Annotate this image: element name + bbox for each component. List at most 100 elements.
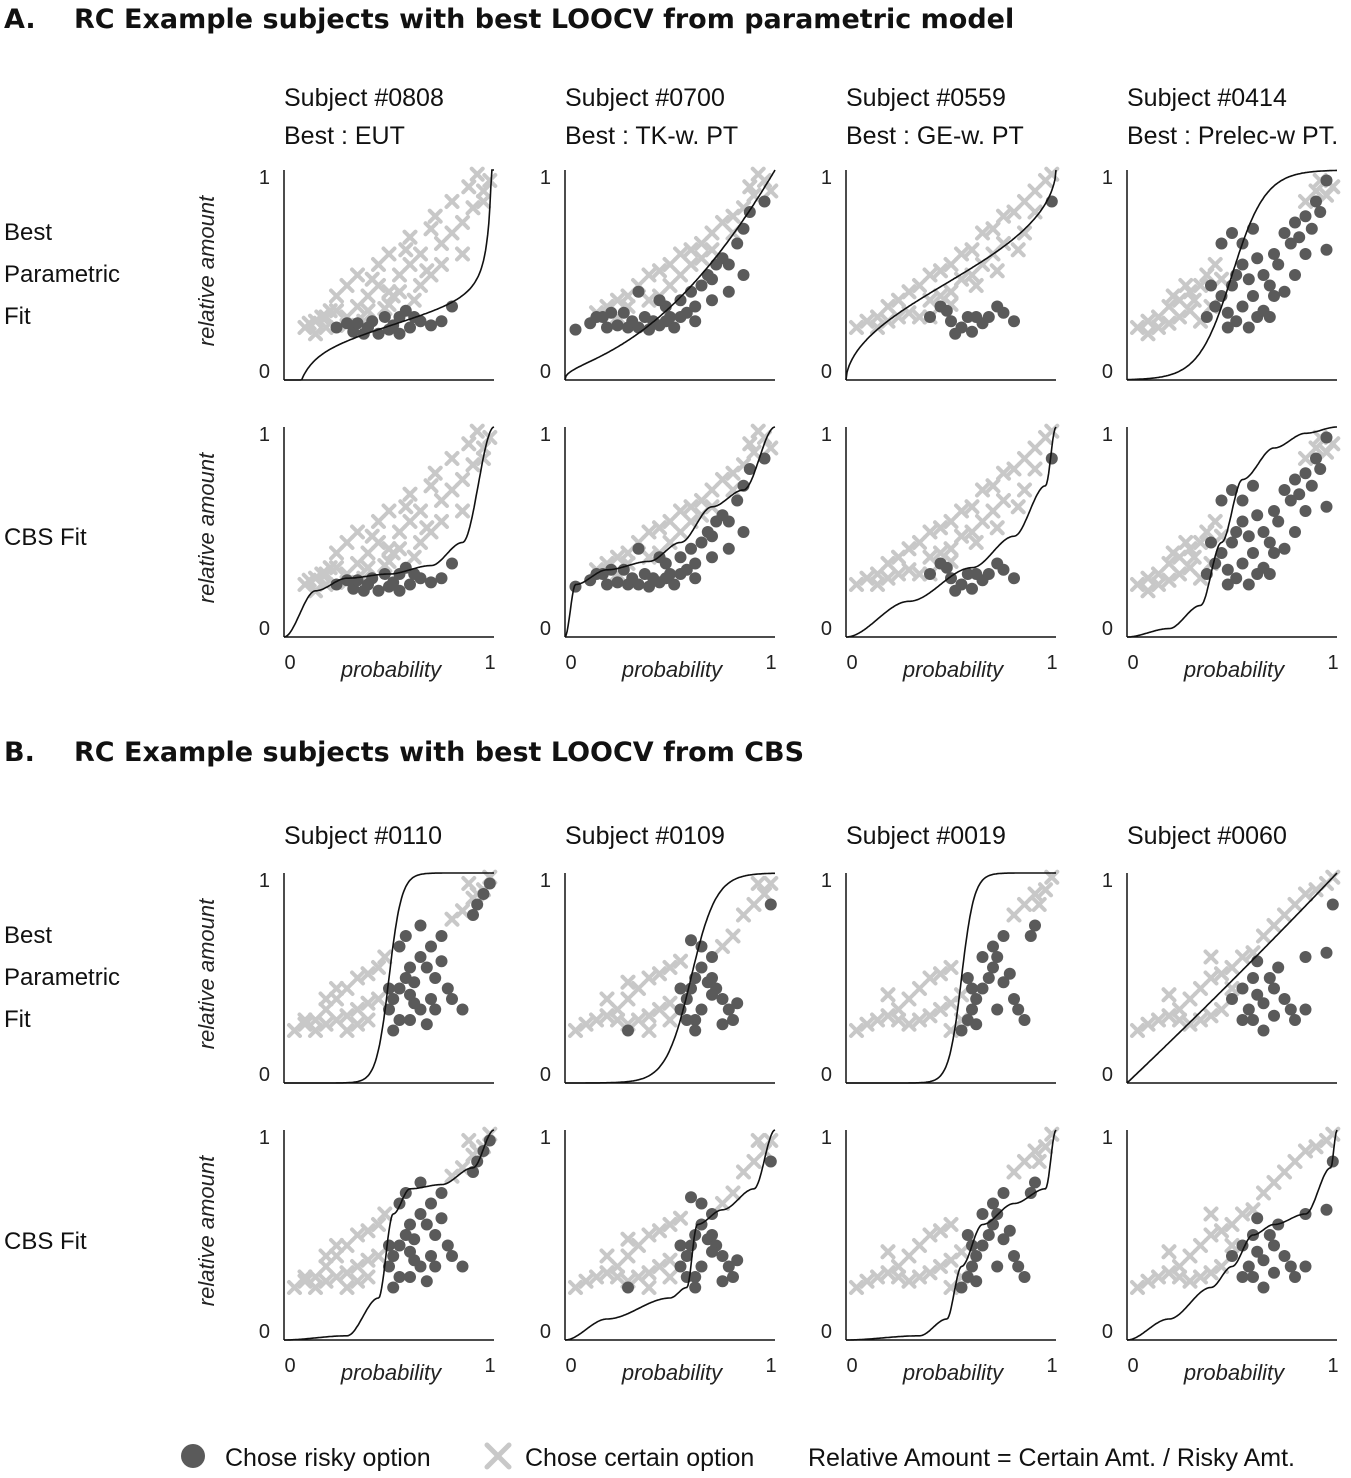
certain-marker <box>339 1280 355 1295</box>
certain-stroke <box>1151 1269 1166 1285</box>
certain-marker <box>461 179 477 195</box>
risky-marker <box>435 1187 448 1199</box>
risky-marker <box>1209 300 1222 313</box>
y-tick-label: 0 <box>1102 1064 1113 1086</box>
certain-stroke <box>901 562 917 578</box>
certain-stroke <box>1161 556 1177 571</box>
certain-stroke <box>620 974 636 990</box>
risky-marker <box>1320 1203 1333 1216</box>
fit-curve <box>1126 872 1338 1084</box>
certain-marker <box>444 194 460 209</box>
certain-stroke <box>1172 1269 1187 1285</box>
certain-stroke <box>455 903 470 919</box>
risky-marker <box>1320 243 1333 256</box>
risky-marker <box>330 321 343 334</box>
certain-stroke <box>1182 560 1198 576</box>
section-a-title: RC Example subjects with best LOOCV from… <box>74 4 1014 35</box>
certain-marker <box>427 465 443 481</box>
certain-marker <box>922 1008 938 1024</box>
y-tick-label: 1 <box>540 167 551 189</box>
certain-stroke <box>859 1016 875 1032</box>
certain-stroke <box>880 987 896 1003</box>
risky-marker <box>617 563 630 576</box>
certain-marker <box>1130 577 1145 592</box>
certain-marker <box>1140 570 1156 586</box>
risky-marker <box>632 321 645 334</box>
certain-stroke <box>360 303 376 319</box>
risky-marker <box>1257 1024 1270 1037</box>
certain-marker <box>360 1269 376 1285</box>
risky-marker <box>393 940 406 953</box>
certain-stroke <box>1140 570 1156 586</box>
certain-marker <box>891 309 906 325</box>
risky-marker <box>435 1212 448 1225</box>
risky-marker <box>1251 252 1264 265</box>
risky-marker <box>1299 248 1312 260</box>
row-label: Parametric <box>4 964 120 991</box>
certain-stroke <box>631 1012 646 1028</box>
certain-marker <box>297 1012 313 1028</box>
certain-stroke <box>901 1273 917 1289</box>
certain-marker <box>1130 1023 1145 1038</box>
y-axis-label: relative amount <box>194 898 219 1049</box>
certain-stroke <box>954 528 969 544</box>
risky-marker <box>1289 473 1301 486</box>
certain-marker <box>968 278 984 293</box>
certain-marker <box>423 478 439 494</box>
certain-stroke <box>476 183 491 199</box>
x-tick-label: 0 <box>565 652 576 674</box>
risky-marker <box>1012 1003 1025 1016</box>
certain-stroke <box>599 556 615 571</box>
risky-marker <box>425 576 437 589</box>
risky-marker <box>689 572 702 585</box>
certain-marker <box>423 221 439 237</box>
risky-marker <box>706 972 718 984</box>
certain-marker <box>985 221 1001 237</box>
certain-marker <box>350 970 365 986</box>
certain-marker <box>469 166 485 182</box>
risky-marker <box>1320 174 1333 187</box>
risky-marker <box>1257 1254 1270 1267</box>
certain-stroke <box>673 246 688 262</box>
risky-marker <box>722 258 735 271</box>
certain-marker <box>413 535 428 550</box>
certain-marker <box>943 1217 959 1232</box>
risky-marker <box>1278 285 1291 298</box>
risky-marker <box>1236 300 1249 313</box>
risky-marker <box>366 572 379 585</box>
certain-stroke <box>922 970 938 986</box>
certain-marker <box>954 246 969 262</box>
certain-stroke <box>996 208 1011 224</box>
certain-marker <box>943 541 959 557</box>
y-tick-label: 0 <box>821 1064 832 1086</box>
certain-marker <box>996 208 1011 224</box>
certain-stroke <box>891 566 906 582</box>
risky-marker <box>1226 484 1238 496</box>
certain-stroke <box>1031 897 1047 912</box>
risky-marker <box>632 542 645 555</box>
risky-marker <box>1268 982 1280 995</box>
certain-stroke <box>371 1248 386 1264</box>
certain-marker <box>1172 1012 1187 1028</box>
certain-stroke <box>1193 1269 1208 1285</box>
risky-marker <box>674 311 687 323</box>
certain-stroke <box>385 545 401 561</box>
risky-marker <box>1299 1003 1312 1016</box>
certain-marker <box>1214 1223 1229 1239</box>
risky-marker <box>1242 530 1255 543</box>
certain-stroke <box>859 1273 875 1289</box>
certain-marker <box>933 966 948 982</box>
risky-marker <box>1268 248 1280 260</box>
certain-marker <box>763 876 779 891</box>
certain-marker <box>1182 1016 1198 1032</box>
certain-stroke <box>1203 1206 1219 1222</box>
certain-stroke <box>599 299 615 314</box>
certain-stroke <box>318 1273 334 1289</box>
certain-stroke <box>578 1016 594 1032</box>
chart-panel: 10 <box>1102 167 1341 383</box>
certain-stroke <box>1172 566 1187 582</box>
certain-marker <box>763 440 779 456</box>
certain-marker <box>933 1259 948 1274</box>
certain-stroke <box>641 1265 657 1281</box>
